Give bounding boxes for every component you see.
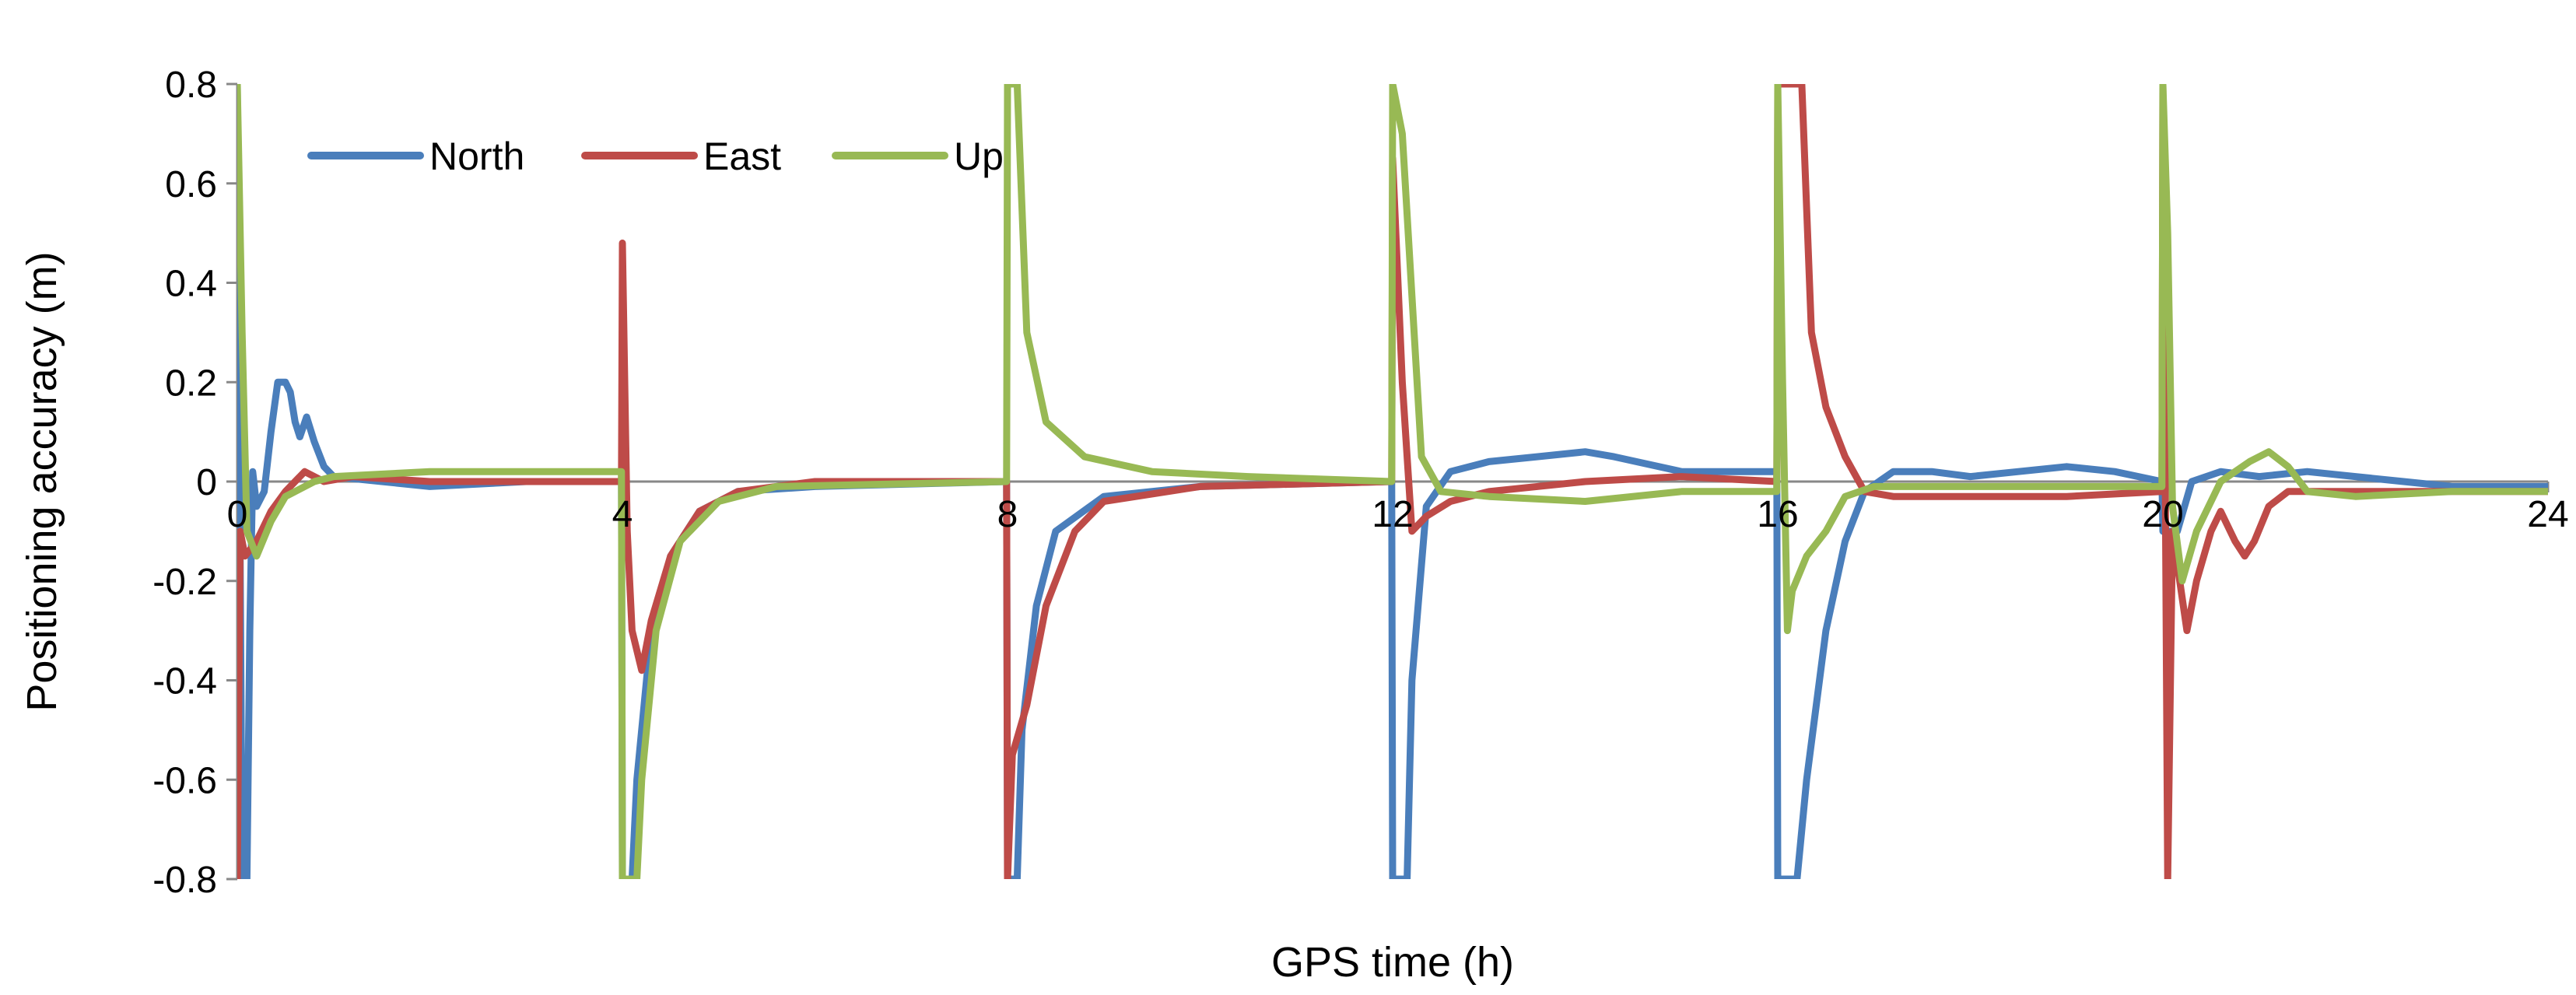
tick-labels: -0.8-0.6-0.4-0.200.20.40.60.80 4 8 12 16 20 24 (152, 65, 2568, 901)
x-tick-label: 20 (2142, 494, 2183, 535)
y-axis-title: Positioning accuracy (m) (19, 251, 65, 711)
y-tick-label: 0.2 (165, 363, 217, 404)
legend-label-up: Up (954, 135, 1004, 178)
x-tick-label: 12 (1372, 494, 1413, 535)
legend: North East Up (307, 135, 1004, 178)
x-axis-title: GPS time (h) (1271, 939, 1514, 986)
y-tick-label: 0.8 (165, 65, 217, 106)
x-tick-label: 16 (1757, 494, 1798, 535)
x-tick-label: 4 (612, 494, 633, 535)
y-tick-label: 0.6 (165, 164, 217, 205)
series-line-east (237, 84, 2548, 879)
legend-label-north: North (429, 135, 524, 178)
y-tick-label: -0.2 (152, 562, 217, 603)
x-tick-label: 8 (997, 494, 1018, 535)
x-tick-label: 0 (227, 494, 248, 535)
x-tick-label: 24 (2527, 494, 2568, 535)
y-tick-label: -0.6 (152, 760, 217, 801)
y-tick-label: -0.4 (152, 661, 217, 702)
y-tick-label: -0.8 (152, 860, 217, 901)
legend-label-east: East (703, 135, 781, 178)
series-layer (237, 84, 2548, 879)
y-tick-label: 0 (196, 462, 217, 503)
series-line-up (237, 84, 2548, 879)
y-tick-label: 0.4 (165, 264, 217, 305)
